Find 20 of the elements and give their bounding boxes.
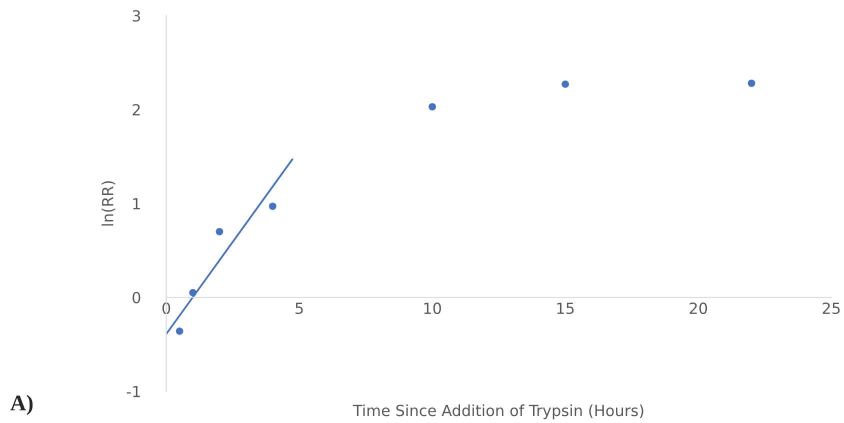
point — [269, 202, 276, 210]
y-axis-title: ln(RR) — [102, 181, 116, 226]
point — [176, 328, 184, 335]
x-tick-label: 0 — [162, 302, 170, 314]
y-tick-label: 2 — [132, 104, 140, 116]
y-tick-label: -1 — [126, 386, 140, 398]
point — [562, 80, 569, 88]
point — [216, 228, 224, 236]
x-axis-title: Time Since Addition of Trypsin (Hours) — [352, 404, 644, 420]
x-tick-label: 20 — [690, 302, 708, 314]
x-tick-label: 10 — [424, 302, 441, 314]
y-tick-label: 1 — [133, 198, 140, 210]
x-tick-label: 5 — [296, 302, 303, 314]
x-tick-label: 15 — [557, 302, 574, 314]
y-tick-label: 0 — [132, 292, 140, 304]
point — [748, 80, 756, 87]
text: A) — [10, 394, 33, 416]
x-tick-label: 25 — [822, 302, 840, 314]
point — [428, 103, 436, 110]
y-tick-label: 3 — [132, 10, 140, 22]
